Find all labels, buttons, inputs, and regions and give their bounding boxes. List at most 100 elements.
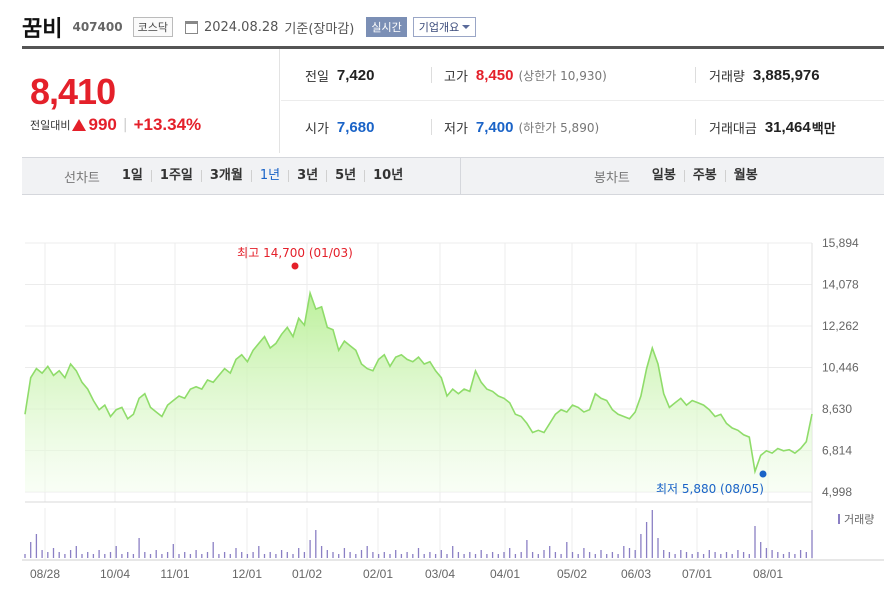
company-overview-label: 기업개요 <box>418 21 460 34</box>
x-tick-label: 08/01 <box>753 567 783 581</box>
tab-candle-period-1[interactable]: 주봉 <box>683 169 725 182</box>
y-tick-label: 12,262 <box>822 319 859 333</box>
stat-value: 31,464 <box>764 118 811 136</box>
stat-label: 거래량 <box>709 69 745 85</box>
stat-label: 하한가 <box>523 120 557 135</box>
market-badge: 코스닥 <box>132 17 173 37</box>
y-tick-label: 10,446 <box>822 361 859 375</box>
x-tick-label: 12/01 <box>232 567 262 581</box>
price-area <box>25 293 812 492</box>
tab-divider <box>460 158 461 194</box>
line-chart-label: 선차트 <box>64 170 100 186</box>
price-line <box>24 289 813 475</box>
stats-row: 시가 7,680 저가 7,400 (하한가 5,890) 거래대금 31,46… <box>281 101 884 153</box>
tab-line-period-3[interactable]: 1년 <box>250 169 288 182</box>
x-tick-label: 04/01 <box>490 567 520 581</box>
stock-name: 꿈비 <box>22 17 63 42</box>
stat-open: 시가 7,680 <box>305 101 374 153</box>
stat-high: 고가 8,450 (상한가 10,930) <box>444 49 607 101</box>
y-tick-label: 6,814 <box>822 444 852 458</box>
candle-chart-tabs: 봉차트 일봉 주봉 월봉 <box>594 158 766 194</box>
high-marker <box>291 262 299 270</box>
stat-label: 시가 <box>305 121 329 137</box>
stock-code: 407400 <box>72 20 123 34</box>
x-tick-label: 06/03 <box>621 567 651 581</box>
tab-line-period-5[interactable]: 5년 <box>326 169 364 182</box>
stat-value: 5,890 <box>560 120 595 135</box>
change-value: 990 <box>88 115 117 134</box>
stat-label: 거래대금 <box>709 121 757 137</box>
x-axis: 08/28 10/04 11/01 12/01 01/02 02/01 03/04 04/01… <box>30 567 783 581</box>
stat-divider <box>431 67 432 83</box>
candle-period-list: 일봉 주봉 월봉 <box>644 168 766 183</box>
price-chart: 15,89414,07812,26210,4468,6306,8144,998 … <box>22 236 884 581</box>
price-date: 2024.08.28 <box>203 19 279 35</box>
candle-chart-label: 봉차트 <box>594 170 630 186</box>
low-annotation: 최저 5,880 (08/05) <box>656 482 764 496</box>
up-arrow-icon <box>72 119 87 131</box>
stat-value: 7,680 <box>336 118 375 136</box>
stock-header: 꿈비 407400 코스닥 2024.08.28 기준(장마감) 실시간 기업개… <box>22 10 477 44</box>
stat-divider <box>431 119 432 135</box>
stat-label: 상한가 <box>523 68 557 83</box>
annotations: 최고 14,700 (01/03) 최저 5,880 (08/05) 거래량 <box>237 246 874 526</box>
y-tick-label: 14,078 <box>822 278 859 292</box>
current-price: 8,410 <box>30 71 116 112</box>
stat-lower-limit: (하한가 5,890) <box>518 120 600 135</box>
volume-legend-icon <box>838 514 840 524</box>
line-period-list: 1일 1주일 3개월 1년 3년 5년 10년 <box>114 168 411 183</box>
tab-line-period-4[interactable]: 3년 <box>288 169 326 182</box>
x-tick-label: 02/01 <box>363 567 393 581</box>
x-tick-label: 07/01 <box>682 567 712 581</box>
x-tick-label: 03/04 <box>425 567 455 581</box>
x-tick-label: 10/04 <box>100 567 130 581</box>
stat-prev-close: 전일 7,420 <box>305 49 374 101</box>
stat-label: 전일 <box>305 69 329 85</box>
tab-line-period-2[interactable]: 3개월 <box>200 169 251 182</box>
price-stats: 전일 7,420 고가 8,450 (상한가 10,930) 거래량 3,885… <box>281 49 884 153</box>
low-marker <box>759 470 767 478</box>
stat-value: 10,930 <box>560 68 603 83</box>
stat-label: 고가 <box>444 69 468 85</box>
change-percent: +13.34% <box>133 115 202 134</box>
company-overview-button[interactable]: 기업개요 <box>412 17 477 37</box>
stat-value: 8,450 <box>475 66 514 84</box>
y-axis: 15,894 14,078 12,262 10,446 8,630 6,814 4,998 <box>822 236 859 499</box>
volume-legend: 거래량 <box>844 513 874 526</box>
stat-unit: 백만 <box>811 121 836 137</box>
stat-low: 저가 7,400 (하한가 5,890) <box>444 101 599 153</box>
header-divider <box>22 46 884 49</box>
x-tick-label: 01/02 <box>292 567 322 581</box>
volume-bars <box>24 510 813 558</box>
stat-volume: 거래량 3,885,976 <box>709 49 820 101</box>
realtime-button[interactable]: 실시간 <box>366 17 407 37</box>
calendar-icon <box>184 20 198 34</box>
line-chart-tabs: 선차트 1일 1주일 3개월 1년 3년 5년 10년 <box>64 158 411 194</box>
price-change-row: 전일대비 990 | +13.34% <box>30 115 201 135</box>
y-tick-label: 4,998 <box>822 485 852 499</box>
stats-row: 전일 7,420 고가 8,450 (상한가 10,930) 거래량 3,885… <box>281 49 884 101</box>
stat-value: 7,400 <box>475 118 514 136</box>
stat-value: 3,885,976 <box>752 66 820 84</box>
high-annotation: 최고 14,700 (01/03) <box>237 246 353 260</box>
change-label: 전일대비 <box>30 119 71 132</box>
x-tick-label: 11/01 <box>160 567 189 581</box>
price-date-suffix: 기준(장마감) <box>284 21 355 37</box>
change-separator: | <box>122 117 128 133</box>
tab-line-period-0[interactable]: 1일 <box>121 168 143 183</box>
current-price-box: 8,410 전일대비 990 | +13.34% <box>22 49 280 153</box>
stat-label: 저가 <box>444 121 468 137</box>
stat-divider <box>695 119 696 135</box>
tab-candle-period-0[interactable]: 일봉 <box>651 168 676 183</box>
tab-candle-period-2[interactable]: 월봉 <box>724 169 766 182</box>
y-tick-label: 8,630 <box>822 402 852 416</box>
x-tick-label: 05/02 <box>557 567 587 581</box>
stat-amount: 거래대금 31,464 백만 <box>709 101 836 153</box>
x-tick-label: 08/28 <box>30 567 60 581</box>
chevron-down-icon <box>462 25 471 29</box>
tab-line-period-6[interactable]: 10년 <box>364 169 411 182</box>
stat-value: 7,420 <box>336 66 375 84</box>
chart-period-tabs: 선차트 1일 1주일 3개월 1년 3년 5년 10년 봉차트 일봉 주봉 월봉 <box>22 157 884 195</box>
stat-upper-limit: (상한가 10,930) <box>518 68 607 83</box>
tab-line-period-1[interactable]: 1주일 <box>150 169 201 182</box>
